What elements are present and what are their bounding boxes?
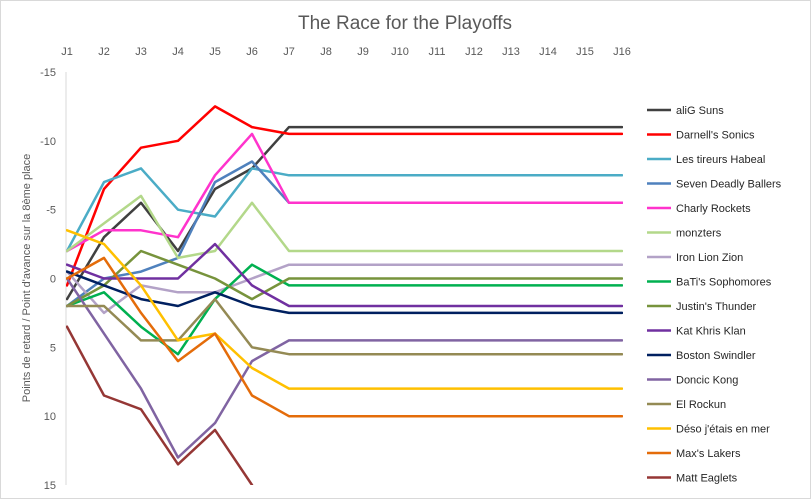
series-line-charly-rockets [66,132,623,253]
legend-label: Matt Eaglets [676,473,738,485]
x-tick-label: J1 [61,46,73,58]
legend-label: Boston Swindler [676,350,756,362]
y-axis: -15 -10 -5 0 5 10 15 [40,67,56,492]
series-line-matt-eaglets [66,325,254,485]
x-tick-label: J12 [465,46,483,58]
x-tick-label: J5 [209,46,221,58]
x-tick-label: J16 [613,46,631,58]
y-tick-label: -5 [46,205,56,217]
legend: aliG Suns Darnell's Sonics Les tireurs Hab… [647,105,782,485]
legend-label: Darnell's Sonics [676,130,755,142]
series-line-boston-swindler [66,270,623,315]
legend-label: monzters [676,228,722,240]
x-tick-label: J15 [576,46,594,58]
legend-label: Déso j'étais en mer [676,424,770,436]
chart-title: The Race for the Playoffs [298,13,512,34]
series-line-justin-s-thunder [66,249,623,308]
x-tick-label: J10 [391,46,409,58]
x-tick-label: J7 [283,46,295,58]
series-line-doncic-kong [66,277,623,459]
legend-label: BaTi's Sophomores [676,277,772,289]
y-tick-label: 5 [50,342,56,354]
x-tick-label: J4 [172,46,184,58]
series-line-el-rockun [66,297,623,356]
y-axis-label: Points de retard / Point d'avance sur la… [21,154,33,403]
legend-label: Max's Lakers [676,448,741,460]
series-line-darnell-s-sonics [66,105,623,287]
legend-label: Les tireurs Habeal [676,154,765,166]
legend-label: Doncic Kong [676,375,738,387]
x-axis: J1 J2 J3 J4 J5 J6 J7 J8 J9 J10 J11 J12 J13 J14 J15 J16 [61,46,631,58]
y-tick-label: -10 [40,136,56,148]
series-line-deso-j-etais-en-mer [66,229,623,390]
series-line-kat-khris-klan [66,242,623,308]
series-line-les-tireurs-habeal [66,167,623,253]
legend-label: Justin's Thunder [676,301,757,313]
x-tick-label: J2 [98,46,110,58]
y-tick-label: -15 [40,67,56,79]
y-tick-label: 0 [50,274,56,286]
legend-label: Charly Rockets [676,203,751,215]
series-line-max-s-lakers [66,256,623,418]
legend-label: Kat Khris Klan [676,326,746,338]
x-tick-label: J6 [246,46,258,58]
legend-label: Seven Deadly Ballers [676,179,782,191]
legend-label: aliG Suns [676,105,724,117]
x-tick-label: J8 [320,46,332,58]
series-line-iron-lion-zion [66,263,623,315]
legend-label: El Rockun [676,399,726,411]
series-lines [66,105,623,485]
legend-label: Iron Lion Zion [676,252,743,264]
x-tick-label: J13 [502,46,520,58]
series-line-monzters [66,194,623,260]
y-tick-label: 10 [44,411,56,423]
x-tick-label: J11 [429,46,446,58]
x-tick-label: J3 [135,46,147,58]
y-tick-label: 15 [44,480,56,492]
x-tick-label: J9 [357,46,369,58]
x-tick-label: J14 [539,46,557,58]
